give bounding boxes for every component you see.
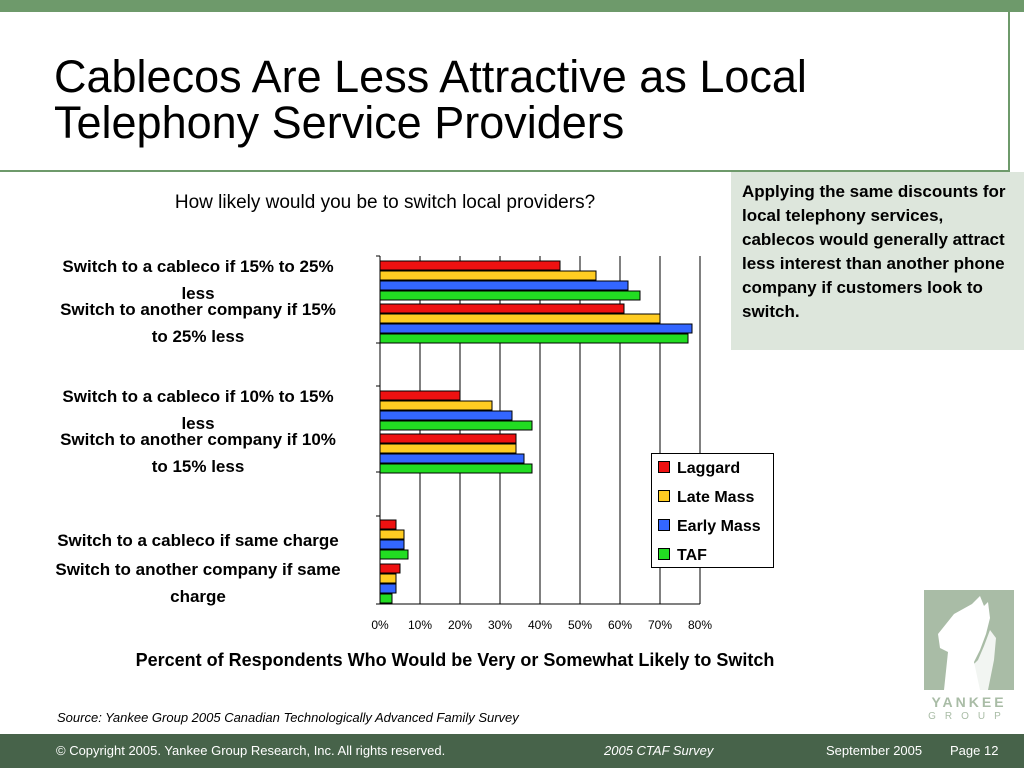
category-label: Switch to another company if same charge [55,560,340,606]
legend-label: Laggard [677,460,741,477]
bar [379,303,625,314]
bar [379,323,693,334]
slide-title-line-1: Cablecos Are Less Attractive as Local [54,51,807,102]
chart-title: How likely would you be to switch local … [174,192,596,213]
bar [379,400,493,411]
legend-label: TAF [677,547,707,564]
footer-copyright: © Copyright 2005. Yankee Group Research,… [56,743,446,758]
bar [379,593,393,604]
x-tick-label: 40% [528,618,552,632]
footer-date: September 2005 [826,743,923,758]
x-tick-label: 50% [568,618,592,632]
bar [379,390,461,401]
legend-swatch [658,489,670,502]
legend-swatch [658,518,670,531]
bar [379,529,405,540]
footer-bar: © Copyright 2005. Yankee Group Research,… [0,734,1024,768]
logo-wordmark: YANKEE [931,694,1007,710]
bar [379,563,401,574]
footer-page-number: Page 12 [950,743,999,758]
x-axis-label: Percent of Respondents Who Would be Very… [135,650,775,670]
legend-label: Late Mass [677,489,755,506]
bar [379,463,533,474]
bar [379,270,597,281]
bar [379,260,561,271]
bar [379,420,533,431]
bar [379,280,629,291]
category-label: Switch to a cableco if 10% to 15% less [62,387,333,433]
title-divider [0,170,1010,172]
legend-swatch [658,460,670,473]
bar [379,539,405,550]
bar [379,410,513,421]
category-label: Switch to another company if 10% to 15% l… [60,430,336,476]
x-tick-label: 10% [408,618,432,632]
bar [379,290,641,301]
slide-title-line-2: Telephony Service Providers [54,97,625,148]
legend-item: Late Mass [658,489,754,511]
bar [379,453,525,464]
legend-swatch [658,547,670,560]
category-label: Switch to another company if 15% to 25% l… [60,300,336,346]
bar [379,549,409,560]
category-label: Switch to a cableco if same charge [57,531,339,550]
logo-subtext: GROUP [928,711,1010,722]
top-accent-bar [0,0,1024,12]
right-accent-line [1008,12,1010,172]
yankee-horse-logo-icon [924,590,1014,690]
category-label: Switch to a cableco if 15% to 25% less [62,257,333,303]
callout-box: Applying the same discounts for local te… [731,172,1024,350]
x-tick-label: 80% [688,618,712,632]
x-tick-label: 70% [648,618,672,632]
x-tick-label: 0% [371,618,389,632]
x-tick-label: 30% [488,618,512,632]
bar [379,519,397,530]
bar [379,433,517,444]
legend-item: Laggard [658,460,740,482]
source-note: Source: Yankee Group 2005 Canadian Techn… [57,710,519,725]
slide-title: Cablecos Are Less Attractive as Local Te… [54,54,954,146]
legend-item: TAF [658,547,707,569]
bar [379,573,397,584]
bar [379,443,517,454]
x-tick-label: 20% [448,618,472,632]
footer-survey: 2005 CTAF Survey [604,743,714,758]
bar [379,313,661,324]
legend-item: Early Mass [658,518,761,540]
legend-label: Early Mass [677,518,761,535]
x-tick-label: 60% [608,618,632,632]
bar [379,583,397,594]
bar [379,333,689,344]
chart-legend: Laggard Late Mass Early Mass TAF [651,453,774,568]
